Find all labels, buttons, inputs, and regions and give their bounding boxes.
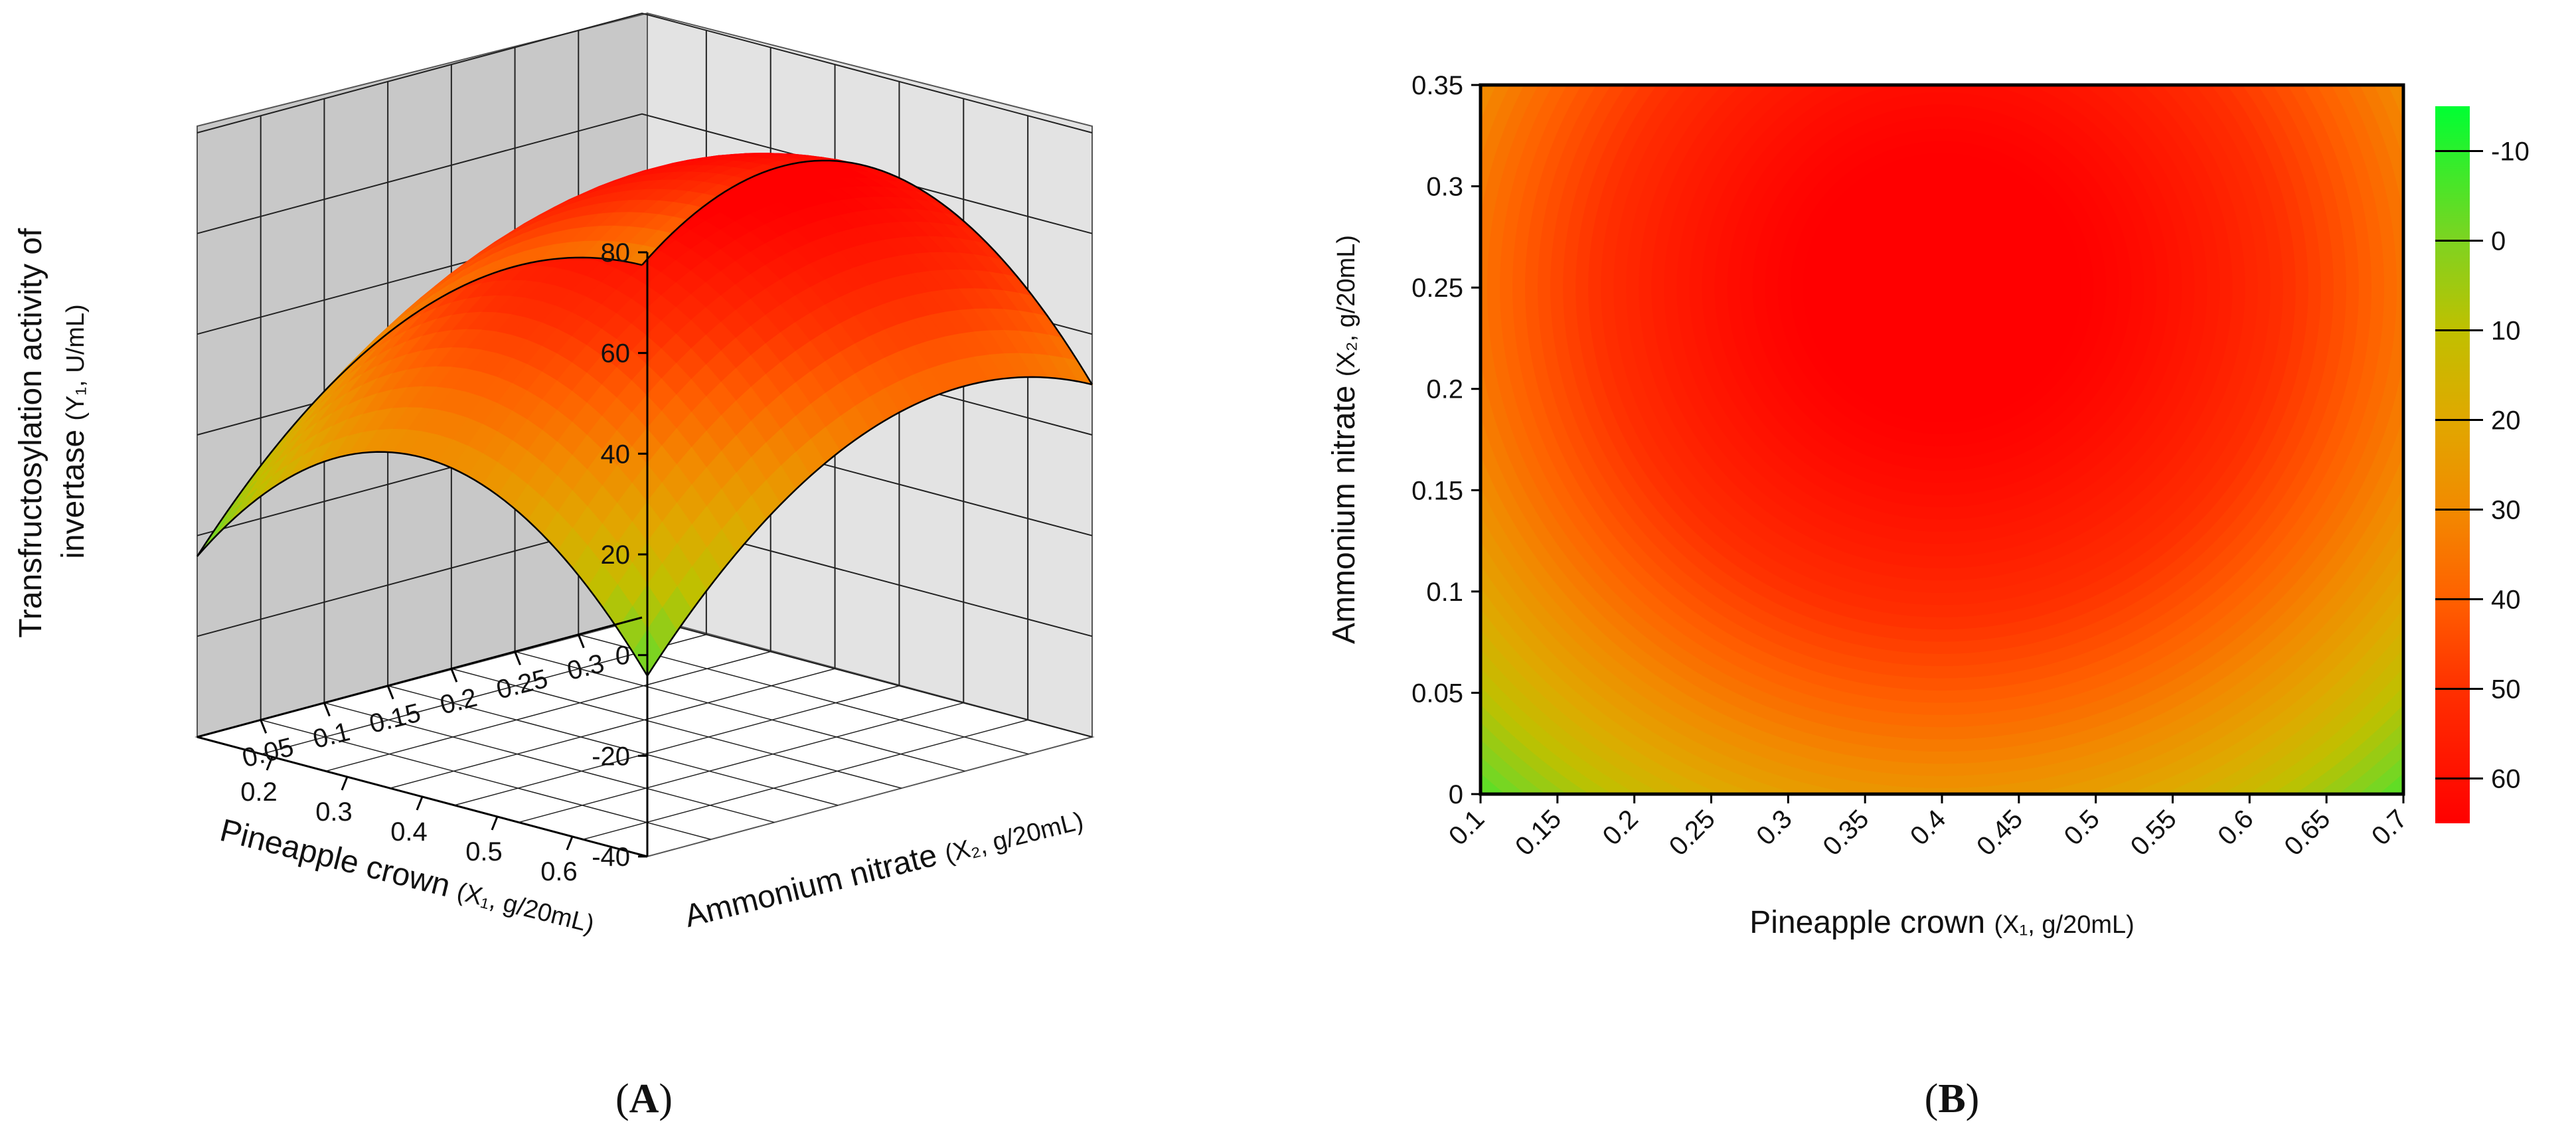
z-tick-label: 60 (601, 339, 631, 368)
colorbar-tick-label: 0 (2491, 227, 2506, 256)
x1-tick-label: 0.6 (540, 857, 578, 886)
y-tick-label: 0.15 (1411, 476, 1463, 505)
floor-gridline (519, 702, 964, 823)
z-tick-label: 80 (601, 238, 631, 268)
floor-gridline (325, 651, 771, 772)
x-tick-label: 0.4 (1905, 804, 1951, 851)
heatmap-field (1481, 85, 2403, 794)
x1-tick-label: 0.4 (390, 817, 428, 847)
x2-tick-mark (260, 719, 268, 734)
z-tick-label: 20 (601, 540, 631, 570)
axis-line (197, 616, 643, 738)
z-tick-label: 0 (615, 641, 630, 671)
x-tick-label: 0.35 (1817, 804, 1874, 861)
colorbar-tick-label: 20 (2491, 406, 2521, 436)
panel-b-caption: (B) (1925, 1076, 1980, 1121)
z-gridline (197, 113, 1093, 234)
panel-a-caption: (A) (615, 1076, 673, 1121)
x1-tick-mark (416, 796, 424, 811)
y-tick-label: 0.05 (1411, 679, 1463, 708)
colorbar-tick-label: 30 (2491, 496, 2521, 525)
x-tick-label: 0.65 (2279, 804, 2336, 861)
z-axis-title: Transfructosylation activity of invertas… (13, 225, 91, 638)
x-tick-label: 0.2 (1597, 804, 1644, 851)
response-surface (196, 152, 1093, 677)
colorbar-tick-label: 60 (2491, 765, 2521, 794)
x-axis-title: Pineapple crown (X₁, g/20mL) (1749, 905, 2134, 940)
colorbar-ticks: -10 0 10 20 30 40 50 60 (2435, 137, 2530, 794)
x-tick-label: 0.6 (2212, 804, 2259, 851)
x2-tick-mark (577, 634, 585, 649)
x-axis-ticks: 0.1 0.15 0.2 0.25 0.3 0.35 0.4 0.45 0.5 0.55 0.6 0.… (1443, 794, 2413, 861)
y-tick-label: 0.3 (1426, 173, 1463, 202)
x-tick-label: 0.25 (1664, 804, 1721, 861)
z-axis-ticks: 80 60 40 20 0 -20 -40 (592, 238, 647, 872)
floor-gridline (390, 668, 835, 789)
x1-tick-mark (341, 776, 349, 791)
y-tick-label: 0.25 (1411, 274, 1463, 303)
x1-tick-label: 0.5 (465, 837, 503, 866)
floor-gridline (260, 719, 711, 841)
x2-tick-mark (386, 685, 394, 700)
x-tick-label: 0.45 (1971, 804, 2028, 861)
z-tick-label: -20 (592, 742, 630, 771)
surface-edge (646, 376, 1093, 677)
x1-tick-mark (266, 756, 274, 771)
x-tick-label: 0.3 (1751, 804, 1797, 851)
x1-axis-ticks: 0.2 0.3 0.4 0.5 0.6 (240, 756, 578, 886)
y-tick-label: 0.1 (1426, 578, 1463, 607)
x2-tick-mark (514, 651, 521, 665)
floor-gridline (387, 685, 839, 806)
colorbar-tick-label: -10 (2491, 137, 2530, 167)
floor-gridline (451, 668, 902, 789)
y-tick-label: 0.2 (1426, 375, 1463, 404)
x2-tick-mark (323, 702, 331, 717)
floor-gridline (582, 719, 1028, 841)
x-tick-label: 0.1 (1443, 804, 1490, 851)
x1-tick-label: 0.3 (315, 797, 353, 827)
x2-tick-mark (450, 668, 458, 683)
x-tick-label: 0.15 (1510, 804, 1567, 861)
x-tick-label: 0.55 (2125, 804, 2182, 861)
y-axis-ticks: 0 0.05 0.1 0.15 0.2 0.25 0.3 0.35 (1411, 71, 1481, 809)
z-tick-label: -40 (592, 843, 630, 872)
z-gridline (197, 12, 1093, 133)
floor-gridline (515, 651, 965, 772)
floor-gridline (324, 702, 775, 823)
z-tick-label: 40 (601, 440, 631, 469)
x1-tick-mark (491, 816, 499, 831)
colorbar-tick-label: 50 (2491, 675, 2521, 704)
y-tick-label: 0.35 (1411, 71, 1463, 100)
colorbar (2435, 106, 2470, 823)
colorbar-tick-label: 10 (2491, 317, 2521, 346)
x-tick-label: 0.7 (2366, 804, 2413, 851)
contour-bands (1481, 85, 2403, 794)
contour-band (1929, 275, 1955, 300)
x1-tick-label: 0.2 (240, 777, 278, 807)
floor-gridline (261, 633, 707, 755)
y-axis-title: Ammonium nitrate (X₂, g/20mL) (1327, 235, 1362, 644)
y-tick-label: 0 (1449, 780, 1463, 809)
surface-edge (196, 256, 643, 557)
surface-edge (641, 159, 1093, 385)
x1-tick-mark (566, 836, 574, 851)
x-tick-label: 0.5 (2059, 804, 2105, 851)
colorbar-tick-label: 40 (2491, 586, 2521, 615)
contour-plot-panel-b: 0.1 0.15 0.2 0.25 0.3 0.35 0.4 0.45 0.5 0.55 0.6 0.… (1327, 71, 2530, 940)
surface-edge (197, 451, 649, 677)
floor-gridline (454, 685, 900, 806)
